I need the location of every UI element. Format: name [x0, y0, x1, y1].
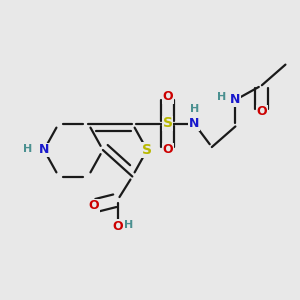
- Text: N: N: [189, 117, 200, 130]
- Text: O: O: [256, 105, 267, 118]
- Text: N: N: [39, 143, 49, 157]
- Text: H: H: [217, 92, 226, 102]
- Text: H: H: [23, 143, 32, 154]
- Text: O: O: [89, 200, 99, 212]
- Text: H: H: [124, 220, 134, 230]
- Text: S: S: [163, 116, 173, 130]
- Text: H: H: [190, 104, 199, 114]
- Text: O: O: [162, 143, 173, 157]
- Text: N: N: [230, 93, 241, 106]
- Text: O: O: [162, 91, 173, 103]
- Text: O: O: [112, 220, 123, 233]
- Text: S: S: [142, 143, 152, 157]
